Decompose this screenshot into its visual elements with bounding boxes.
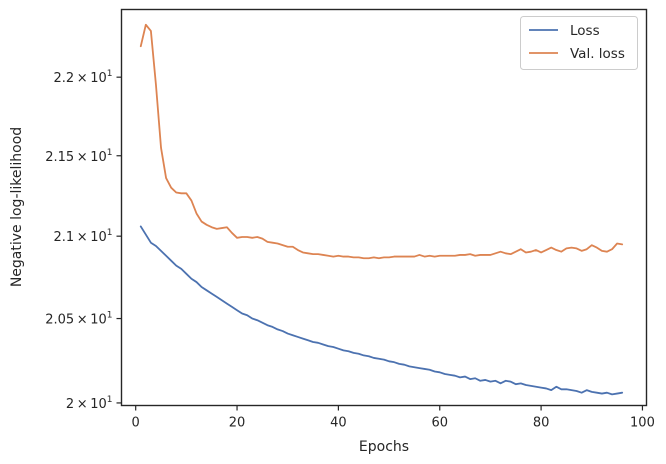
x-tick-label: 0 [132,416,140,431]
y-tick-label: 2.1 × 101 [53,228,112,245]
y-axis-label: Negative log-likelihood [9,127,25,287]
legend: Loss Val. loss [520,16,638,70]
x-tick-label: 80 [533,416,550,431]
x-tick-label: 20 [229,416,246,431]
plot-area-frame [120,8,648,407]
x-tick-label: 100 [630,416,655,431]
series-line-loss [139,225,624,396]
y-tick-label: 2 × 101 [66,395,113,412]
y-tick-label: 2.05 × 101 [45,311,112,328]
series-line-val-loss [139,23,624,260]
series-layer [139,23,624,396]
x-axis-ticks: 0 20 40 60 80 100 [132,405,655,431]
x-tick-label: 40 [330,416,347,431]
legend-label-val-loss: Val. loss [570,46,625,62]
y-axis-ticks: 2.2 × 101 2.15 × 101 2.1 × 101 2.05 × 101 2 … [45,69,122,412]
x-tick-label: 60 [431,416,448,431]
x-axis-label: Epochs [359,439,409,455]
legend-label-loss: Loss [570,23,600,39]
y-tick-label: 2.2 × 101 [53,69,112,86]
y-tick-label: 2.15 × 101 [45,148,112,165]
